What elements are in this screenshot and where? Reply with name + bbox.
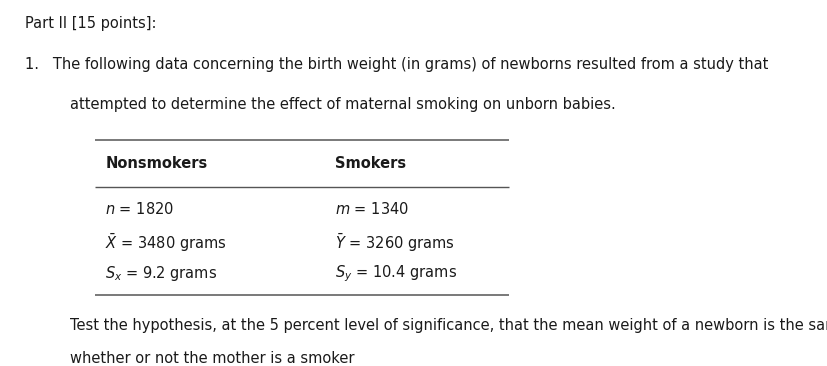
Text: $m$ = 1340: $m$ = 1340 [335,201,409,217]
Text: attempted to determine the effect of maternal smoking on unborn babies.: attempted to determine the effect of mat… [70,97,615,112]
Text: $S_y$ = 10.4 grams: $S_y$ = 10.4 grams [335,264,457,284]
Text: Part II [15 points]:: Part II [15 points]: [25,16,156,31]
Text: Test the hypothesis, at the 5 percent level of significance, that the mean weigh: Test the hypothesis, at the 5 percent le… [70,318,827,333]
Text: $n$ = 1820: $n$ = 1820 [105,201,174,217]
Text: 1.   The following data concerning the birth weight (in grams) of newborns resul: 1. The following data concerning the bir… [25,57,767,72]
Text: whether or not the mother is a smoker: whether or not the mother is a smoker [70,351,355,366]
Text: Nonsmokers: Nonsmokers [105,156,207,171]
Text: $S_x$ = 9.2 grams: $S_x$ = 9.2 grams [105,264,217,283]
Text: Smokers: Smokers [335,156,406,171]
Text: $\bar{X}$ = 3480 grams: $\bar{X}$ = 3480 grams [105,232,227,254]
Text: $\bar{Y}$ = 3260 grams: $\bar{Y}$ = 3260 grams [335,232,455,254]
